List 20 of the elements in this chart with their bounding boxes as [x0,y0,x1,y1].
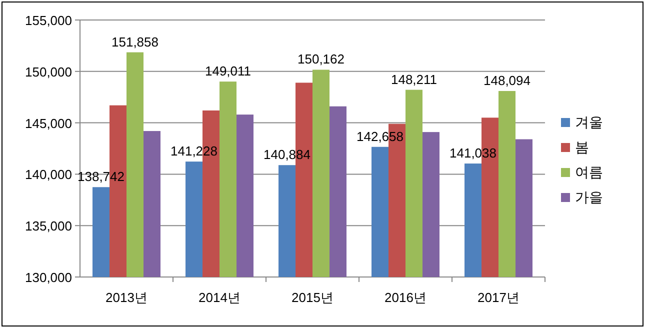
data-label: 149,011 [204,64,252,79]
legend-label: 겨울 [575,114,603,130]
data-label: 151,858 [112,34,158,50]
data-label: 148,094 [484,72,530,88]
x-tick-label: 2017년 [478,290,520,305]
y-tick-label: 150,000 [25,64,72,80]
x-tick-label: 2014년 [198,290,240,305]
data-label: 148,211 [390,72,438,87]
x-tick-label: 2013년 [106,290,148,305]
x-tick-label: 2015년 [292,290,334,305]
legend-label: 봄 [575,139,589,155]
y-tick-label: 135,000 [25,218,72,234]
data-label: 150,162 [298,52,344,67]
x-tick-label: 2016년 [384,290,426,305]
legend-label: 가을 [575,189,603,205]
y-tick-label: 140,000 [25,167,72,182]
y-tick-label: 145,000 [25,116,72,131]
y-tick-label: 155,000 [25,13,72,28]
legend-label: 여름 [575,164,603,180]
y-tick-label: 130,000 [25,270,72,285]
